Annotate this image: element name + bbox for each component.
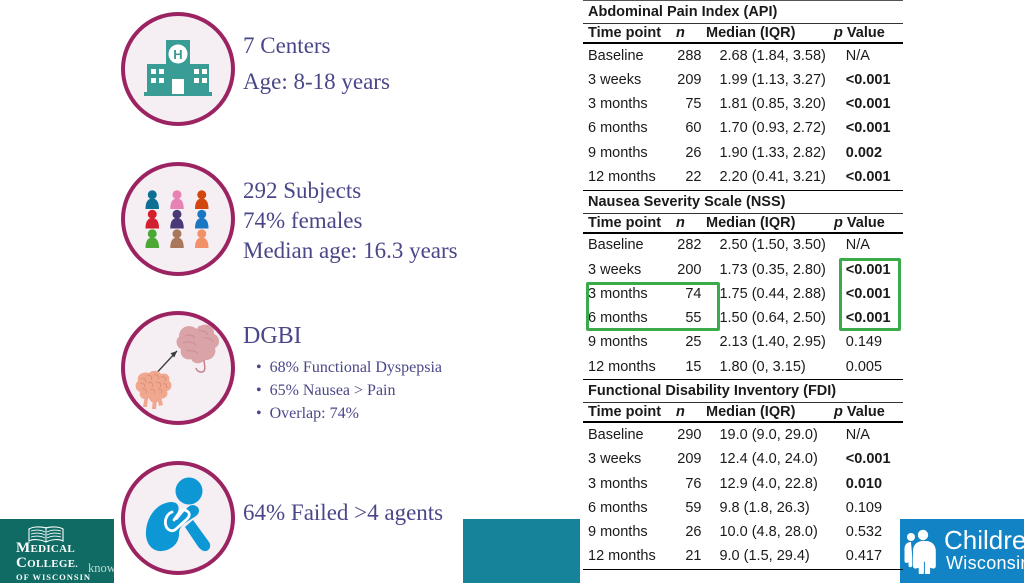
svg-text:H: H [173, 47, 182, 62]
